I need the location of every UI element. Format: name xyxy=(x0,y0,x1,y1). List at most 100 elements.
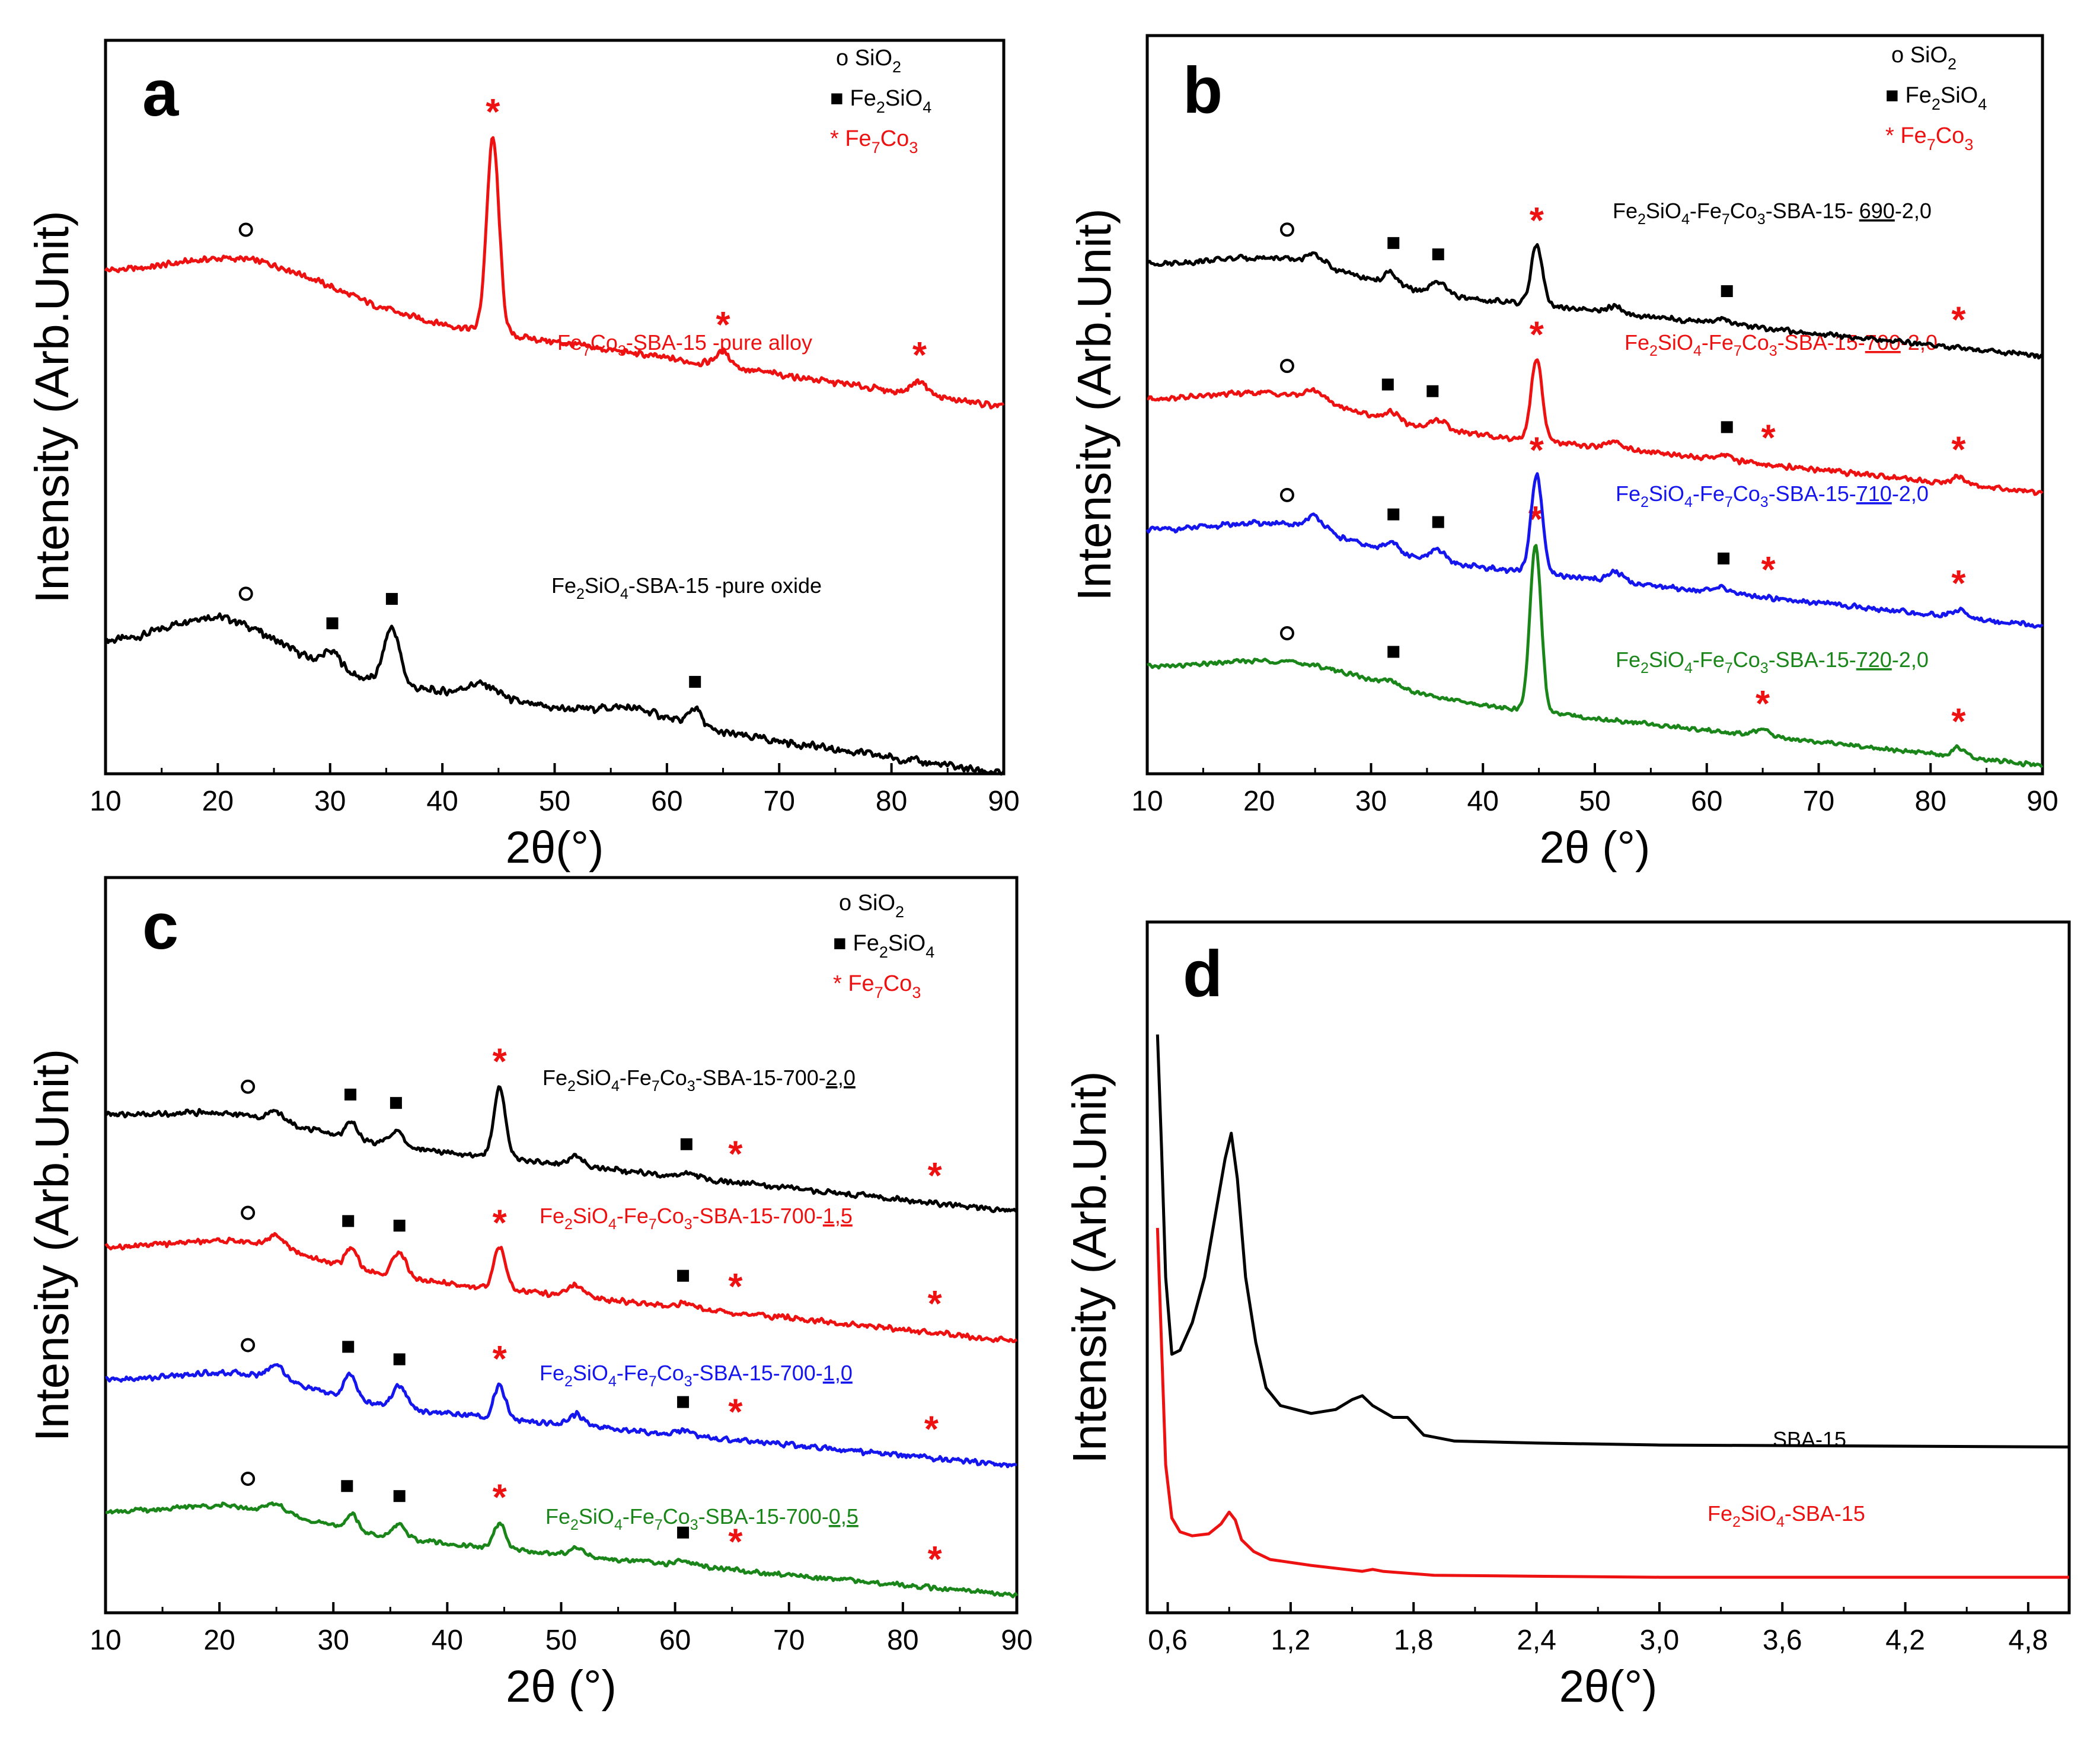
y-axis-label: Intensity (Arb.Unit) xyxy=(25,1049,78,1441)
plot-frame xyxy=(1145,920,2071,1615)
x-tick-label: 30 xyxy=(1355,786,1387,817)
sio2-marker xyxy=(1279,359,1294,374)
series-line-blue xyxy=(1145,472,2044,629)
series-line-green xyxy=(1147,544,2044,768)
x-tick-label: 40 xyxy=(1467,786,1499,817)
sio2-marker xyxy=(241,1079,256,1094)
fe2sio4-marker xyxy=(680,1138,692,1150)
fe2sio4-marker xyxy=(1432,516,1444,528)
series-label: Fe2SiO4-Fe7Co3-SBA-15-700-0,5 xyxy=(545,1504,858,1533)
fe2sio4-marker xyxy=(689,675,701,688)
series-label: Fe2SiO4-SBA-15 -pure oxide xyxy=(551,573,822,602)
fe7co3-marker: * xyxy=(493,1339,508,1380)
x-tick-label: 50 xyxy=(539,786,570,817)
fe7co3-marker: * xyxy=(1530,430,1544,471)
fe7co3-marker: * xyxy=(728,1522,743,1563)
fe2sio4-marker xyxy=(342,1215,355,1227)
x-tick-label: 20 xyxy=(202,786,234,817)
series-line-blue xyxy=(105,1363,1017,1469)
sio2-marker xyxy=(241,1338,256,1352)
fe7co3-marker: * xyxy=(728,1392,743,1433)
fe7co3-marker: * xyxy=(486,92,500,133)
x-tick-label: 10 xyxy=(90,786,121,817)
x-tick-label: 90 xyxy=(2026,786,2058,817)
fe2sio4-marker xyxy=(1387,646,1400,658)
fe7co3-marker: * xyxy=(1951,563,1966,604)
legend-fe2sio4: ■ Fe2SiO4 xyxy=(1885,83,1987,113)
legend-sio2: o SiO2 xyxy=(836,46,901,76)
sio2-marker xyxy=(241,1471,256,1486)
panel-d: 0,6 1,2 1,8 2,4 3,0 3,6 4,2 4,8 2θ(°) Intensity (… xyxy=(1063,920,2071,1712)
sio2-marker xyxy=(1279,487,1294,502)
fe2sio4-marker xyxy=(1426,385,1439,397)
fe7co3-marker: * xyxy=(1951,701,1966,742)
legend-sio2: o SiO2 xyxy=(1891,43,1957,73)
series-label: Fe2SiO4-SBA-15 xyxy=(1708,1501,1865,1530)
panel-letter: b xyxy=(1183,54,1223,127)
fe7co3-marker: * xyxy=(1761,550,1776,591)
series-line-black xyxy=(105,1085,1018,1213)
x-tick-label: 10 xyxy=(1131,786,1163,817)
x-tick-label: 60 xyxy=(1691,786,1722,817)
panel-c: 10 20 30 40 50 60 70 80 90 2θ (°) Intensity (Arb.U… xyxy=(25,876,1033,1712)
x-tick-label: 20 xyxy=(203,1625,235,1656)
fe2sio4-marker xyxy=(677,1269,690,1282)
series-label: Fe2SiO4-Fe7Co3-SBA-15-720-2,0 xyxy=(1616,647,1929,677)
series-label: Fe2SiO4-Fe7Co3-SBA-15- 690-2,0 xyxy=(1613,199,1932,228)
series-label: SBA-15 xyxy=(1773,1427,1846,1451)
fe2sio4-marker xyxy=(677,1526,690,1539)
figure-title: XRD patterns of Fe2SiO4-Fe7Co3-SBA-15 na… xyxy=(2071,4,2087,5)
fe2sio4-marker xyxy=(393,1490,406,1502)
sio2-marker xyxy=(1279,626,1294,641)
legend-sio2: o SiO2 xyxy=(839,891,904,921)
series-line-black xyxy=(1156,1034,2070,1449)
x-tick-label: 10 xyxy=(90,1625,121,1656)
y-axis-label: Intensity (Arb.Unit) xyxy=(25,210,78,603)
x-tick-label: 3,6 xyxy=(1763,1625,1802,1656)
fe2sio4-marker xyxy=(326,617,339,630)
legend-fe7co3: * Fe7Co3 xyxy=(1885,123,1973,154)
x-tick-label: 50 xyxy=(1579,786,1610,817)
fe7co3-marker: * xyxy=(493,1203,508,1244)
fe2sio4-marker xyxy=(1381,378,1394,391)
fe7co3-marker: * xyxy=(1756,684,1770,725)
series-label: Fe2SiO4-Fe7Co3-SBA-15-700-2,0 xyxy=(1625,330,1938,359)
fe2sio4-marker xyxy=(385,593,398,605)
fe7co3-marker: * xyxy=(728,1134,743,1175)
x-tick-label: 4,8 xyxy=(2009,1625,2048,1656)
sio2-marker xyxy=(238,222,253,237)
fe2sio4-marker xyxy=(344,1088,357,1100)
y-axis-label: Intensity (Arb.Unit) xyxy=(1068,208,1121,601)
fe2sio4-marker xyxy=(390,1097,402,1109)
fe2sio4-marker xyxy=(342,1341,355,1353)
x-axis-label: 2θ(°) xyxy=(1559,1661,1658,1712)
series-label: Fe2SiO4-Fe7Co3-SBA-15-700-1,5 xyxy=(540,1204,853,1233)
x-tick-label: 40 xyxy=(432,1625,463,1656)
sio2-marker xyxy=(241,1205,256,1220)
legend-fe2sio4: ■ Fe2SiO4 xyxy=(830,86,931,116)
series-line-red xyxy=(104,1232,1017,1344)
fe2sio4-marker xyxy=(1721,421,1733,433)
x-axis-label: 2θ (°) xyxy=(1540,822,1651,873)
series-line-red xyxy=(1156,1227,2069,1579)
fe7co3-marker: * xyxy=(1530,200,1544,241)
x-tick-label: 90 xyxy=(1001,1625,1032,1656)
panel-letter: c xyxy=(142,890,178,963)
sio2-marker xyxy=(238,586,253,601)
x-tick-label: 60 xyxy=(651,786,682,817)
x-tick-label: 20 xyxy=(1243,786,1275,817)
fe2sio4-marker xyxy=(1387,237,1400,249)
x-tick-label: 80 xyxy=(887,1625,918,1656)
legend-fe2sio4: ■ Fe2SiO4 xyxy=(833,931,934,961)
panel-b: 10 20 30 40 50 60 70 80 90 2θ (°) Intensity (Arb.U… xyxy=(1068,34,2058,873)
series-line-red xyxy=(104,136,1004,410)
x-tick-label: 0,6 xyxy=(1148,1625,1188,1656)
x-tick-label: 60 xyxy=(659,1625,691,1656)
fe7co3-marker: * xyxy=(912,335,927,376)
series-label: Fe2SiO4-Fe7Co3-SBA-15-710-2,0 xyxy=(1616,481,1929,511)
x-tick-label: 70 xyxy=(764,786,795,817)
fe7co3-marker: * xyxy=(928,1156,943,1197)
fe2sio4-marker xyxy=(1387,508,1400,521)
fe7co3-marker: * xyxy=(728,1267,743,1307)
